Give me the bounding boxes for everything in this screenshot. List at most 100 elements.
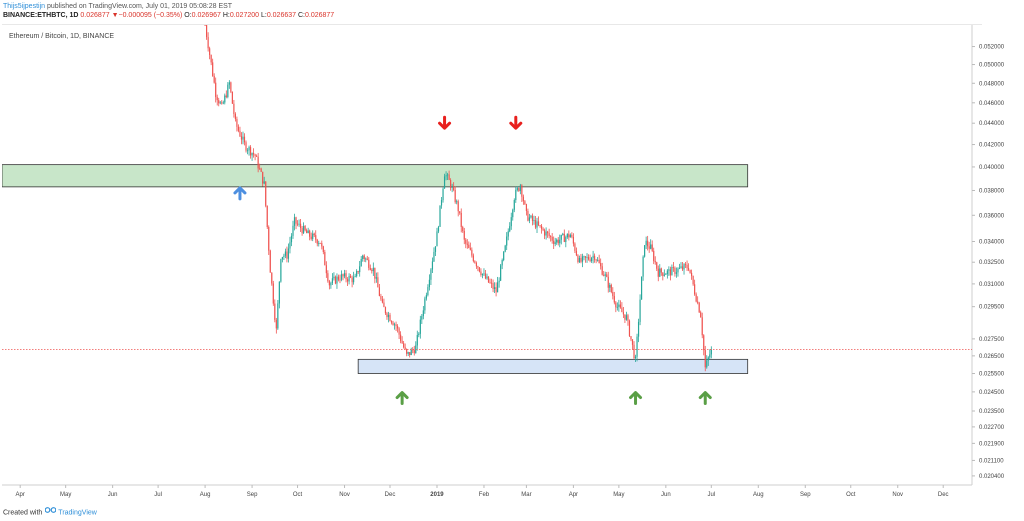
candle-body <box>560 234 562 240</box>
candle-body <box>507 231 509 237</box>
candle <box>498 277 500 288</box>
x-tick-label: Jun <box>108 492 118 498</box>
candle <box>594 253 596 263</box>
candle-body <box>206 25 208 38</box>
candle <box>406 348 408 357</box>
candle <box>478 266 481 273</box>
candle <box>312 230 314 242</box>
candle-body <box>559 239 561 244</box>
candle-body <box>251 152 253 156</box>
author-link[interactable]: Thijs5ijpestijn <box>3 3 46 10</box>
x-tick-label: May <box>613 492 624 498</box>
candle-body <box>668 269 670 271</box>
candle <box>318 240 320 247</box>
candle-body <box>319 242 321 244</box>
candle-body <box>321 243 323 247</box>
candle <box>240 132 243 145</box>
x-tick-label: Aug <box>200 492 211 498</box>
candle-body <box>304 225 306 231</box>
candle <box>448 170 450 181</box>
candle <box>369 264 371 271</box>
candle <box>236 116 238 132</box>
candle-body <box>318 242 320 244</box>
candle <box>290 233 293 247</box>
candle-body <box>562 233 564 235</box>
candle-body <box>615 302 617 308</box>
candle-body <box>334 276 337 284</box>
candle-body <box>369 267 371 270</box>
tradingview-brand[interactable]: TradingView <box>58 509 97 517</box>
candle-body <box>354 276 356 277</box>
candle <box>472 253 474 263</box>
candle <box>381 295 384 304</box>
candle <box>437 225 440 234</box>
candle <box>324 249 326 266</box>
candle-body <box>296 223 299 225</box>
candle-body <box>681 266 684 270</box>
candle <box>554 237 556 247</box>
candle-body <box>446 174 449 176</box>
candle <box>657 265 659 282</box>
candle-body <box>239 130 241 137</box>
candle-body <box>572 236 574 244</box>
candle-body <box>281 257 283 260</box>
candle-body <box>416 335 418 346</box>
candle <box>345 270 347 283</box>
candle <box>283 253 285 260</box>
candle <box>563 229 565 243</box>
candle-body <box>248 147 250 151</box>
price-chart[interactable]: 0.052000 0.050000 0.048000 0.046000 0.044000… <box>2 25 1022 498</box>
candle <box>342 273 344 281</box>
candle <box>233 99 235 118</box>
candle <box>428 274 431 291</box>
candle <box>618 299 620 312</box>
chart-area[interactable]: 0.052000 0.050000 0.048000 0.046000 0.044000… <box>2 24 1005 498</box>
candle <box>691 269 693 280</box>
candle-body <box>540 225 543 229</box>
candle <box>266 205 268 229</box>
created-with-label: Created with <box>3 509 43 517</box>
candle-body <box>298 223 300 225</box>
candle <box>343 269 346 279</box>
candle <box>659 264 661 278</box>
candle <box>336 273 338 289</box>
candle <box>692 275 694 286</box>
candle <box>551 233 553 244</box>
last-price: 0.026877 <box>80 12 110 19</box>
candle-body <box>275 319 277 329</box>
y-tick-label: 0.024500 <box>979 390 1005 396</box>
candle-body <box>224 95 226 103</box>
y-tick-label: 0.042000 <box>979 143 1005 149</box>
candle-body <box>498 280 500 283</box>
candle-body <box>601 266 603 275</box>
candle <box>697 296 699 305</box>
candle-body <box>583 256 585 258</box>
candle-body <box>430 269 432 280</box>
candle-body <box>631 339 634 345</box>
x-tick-label: Sep <box>247 492 258 498</box>
candle <box>281 256 283 263</box>
footer: Created with TradingView <box>3 506 97 518</box>
candle <box>299 218 302 233</box>
candle-body <box>603 274 605 276</box>
candle <box>207 32 209 52</box>
candle <box>477 265 479 272</box>
candle <box>550 235 552 242</box>
candle <box>390 320 393 325</box>
candle <box>474 260 476 264</box>
x-tick-label: 2019 <box>430 492 444 498</box>
candle <box>239 126 241 138</box>
candle <box>351 275 353 288</box>
candle <box>289 236 291 254</box>
candle-body <box>539 225 541 226</box>
candle <box>377 272 379 288</box>
candle-body <box>383 302 385 308</box>
candle <box>707 356 709 366</box>
candle-body <box>265 181 267 206</box>
red-down-arrow-icon <box>509 115 523 130</box>
candle <box>539 225 541 228</box>
candle-body <box>360 259 362 267</box>
y-tick-label: 0.022700 <box>979 425 1005 431</box>
candle-body <box>486 276 488 279</box>
candle-body <box>677 268 679 273</box>
